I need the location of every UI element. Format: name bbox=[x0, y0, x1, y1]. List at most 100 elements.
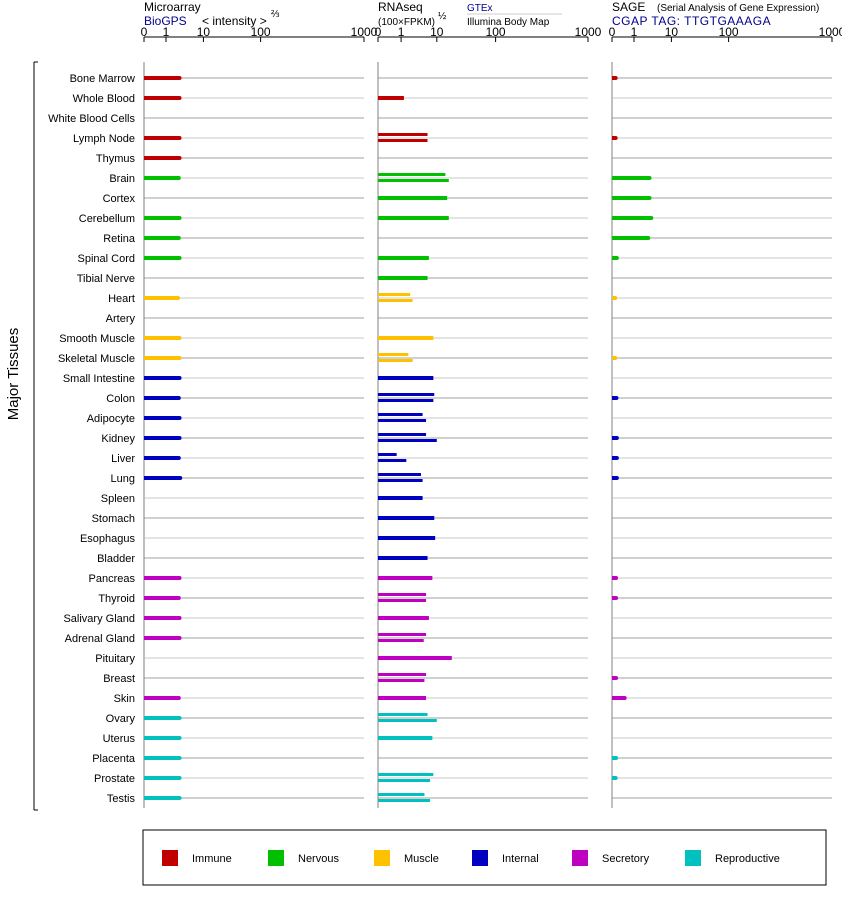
tissue-label: Whole Blood bbox=[73, 93, 135, 105]
bar bbox=[612, 456, 617, 460]
bar bbox=[144, 416, 180, 420]
bar-cap bbox=[614, 756, 619, 760]
legend-swatch bbox=[162, 850, 178, 866]
tissue-label: Cerebellum bbox=[79, 213, 135, 225]
bar bbox=[378, 639, 424, 642]
bar bbox=[144, 596, 179, 600]
bar-cap bbox=[647, 196, 652, 200]
bar bbox=[144, 76, 180, 80]
bar bbox=[378, 576, 433, 580]
bar bbox=[378, 593, 427, 596]
bar bbox=[378, 139, 428, 142]
bar bbox=[144, 696, 179, 700]
tissue-label: Lung bbox=[111, 473, 135, 485]
tissue-label: Adipocyte bbox=[87, 413, 135, 425]
bar bbox=[144, 96, 180, 100]
bar bbox=[378, 413, 423, 416]
bar bbox=[378, 433, 427, 436]
panel-rnaseq: RNAseq (100×FPKM)½ GTEx Illumina Body Map 0 1… bbox=[375, 0, 602, 808]
bar bbox=[144, 336, 180, 340]
tissue-label: Testis bbox=[107, 793, 136, 805]
bar bbox=[378, 556, 428, 560]
bar-cap bbox=[613, 356, 618, 360]
bar bbox=[378, 673, 427, 676]
x-tick-label: 100 bbox=[719, 25, 739, 39]
bar bbox=[612, 696, 625, 700]
bar-cap bbox=[177, 416, 182, 420]
bar-cap bbox=[646, 236, 651, 240]
bar-cap bbox=[614, 476, 619, 480]
bar-cap bbox=[177, 156, 182, 160]
y-axis-bracket: Major Tissues bbox=[5, 61, 38, 811]
bar-cap bbox=[177, 436, 182, 440]
bar-cap bbox=[177, 356, 182, 360]
bar bbox=[378, 133, 428, 136]
panel-source-gtex: GTEx bbox=[467, 3, 493, 14]
bar bbox=[612, 436, 617, 440]
tissue-label: Pituitary bbox=[95, 653, 135, 665]
legend-label: Nervous bbox=[298, 853, 339, 865]
bar bbox=[144, 236, 179, 240]
tissue-label: Breast bbox=[103, 673, 135, 685]
bar bbox=[144, 216, 180, 220]
bar bbox=[612, 196, 650, 200]
x-tick-label: 1000 bbox=[575, 25, 602, 39]
bar bbox=[612, 216, 652, 220]
bar bbox=[378, 96, 404, 100]
bar-cap bbox=[614, 436, 619, 440]
bar bbox=[612, 396, 617, 400]
bar bbox=[378, 299, 413, 302]
bar bbox=[612, 576, 617, 580]
bar bbox=[144, 176, 179, 180]
bar bbox=[144, 776, 180, 780]
bar-cap bbox=[176, 176, 181, 180]
bar bbox=[378, 713, 428, 716]
bar bbox=[378, 536, 436, 540]
tissue-label: Retina bbox=[103, 233, 136, 245]
bar bbox=[378, 293, 411, 296]
bar bbox=[144, 376, 180, 380]
bar bbox=[378, 216, 449, 220]
tissue-label: Bladder bbox=[97, 553, 135, 565]
tissue-label: Esophagus bbox=[80, 533, 136, 545]
bar bbox=[378, 393, 435, 396]
x-tick-label: 1000 bbox=[819, 25, 842, 39]
bar bbox=[378, 679, 425, 682]
bar bbox=[144, 136, 180, 140]
tissue-label: Colon bbox=[106, 393, 135, 405]
x-tick-label: 10 bbox=[430, 25, 444, 39]
tissue-label: Uterus bbox=[103, 733, 136, 745]
panel-unit: < intensity > bbox=[202, 14, 267, 28]
bar bbox=[378, 179, 449, 182]
bar-cap bbox=[177, 76, 182, 80]
bar bbox=[378, 496, 423, 500]
legend-label: Secretory bbox=[602, 853, 650, 865]
legend: Immune Nervous Muscle Internal Secretory Repr… bbox=[142, 829, 827, 886]
bar bbox=[144, 456, 179, 460]
bar bbox=[144, 716, 180, 720]
x-tick-label: 1 bbox=[631, 25, 638, 39]
bar bbox=[144, 796, 180, 800]
bar bbox=[144, 296, 179, 300]
panel-unit: (100×FPKM) bbox=[378, 17, 435, 28]
bar-cap bbox=[614, 596, 619, 600]
bar bbox=[378, 779, 431, 782]
bar-cap bbox=[176, 296, 181, 300]
bar bbox=[612, 756, 617, 760]
bar bbox=[378, 616, 429, 620]
bar-cap bbox=[614, 676, 619, 680]
bar bbox=[378, 376, 434, 380]
bar-cap bbox=[622, 696, 627, 700]
bar bbox=[378, 719, 437, 722]
tissue-label: Prostate bbox=[94, 773, 135, 785]
bar bbox=[378, 516, 435, 520]
bar bbox=[612, 236, 649, 240]
bar-cap bbox=[613, 136, 618, 140]
bar bbox=[144, 616, 180, 620]
bar bbox=[144, 576, 180, 580]
panel-title: RNAseq bbox=[378, 0, 423, 14]
legend-swatch bbox=[685, 850, 701, 866]
bar bbox=[378, 256, 429, 260]
x-tick-label: 1 bbox=[398, 25, 405, 39]
